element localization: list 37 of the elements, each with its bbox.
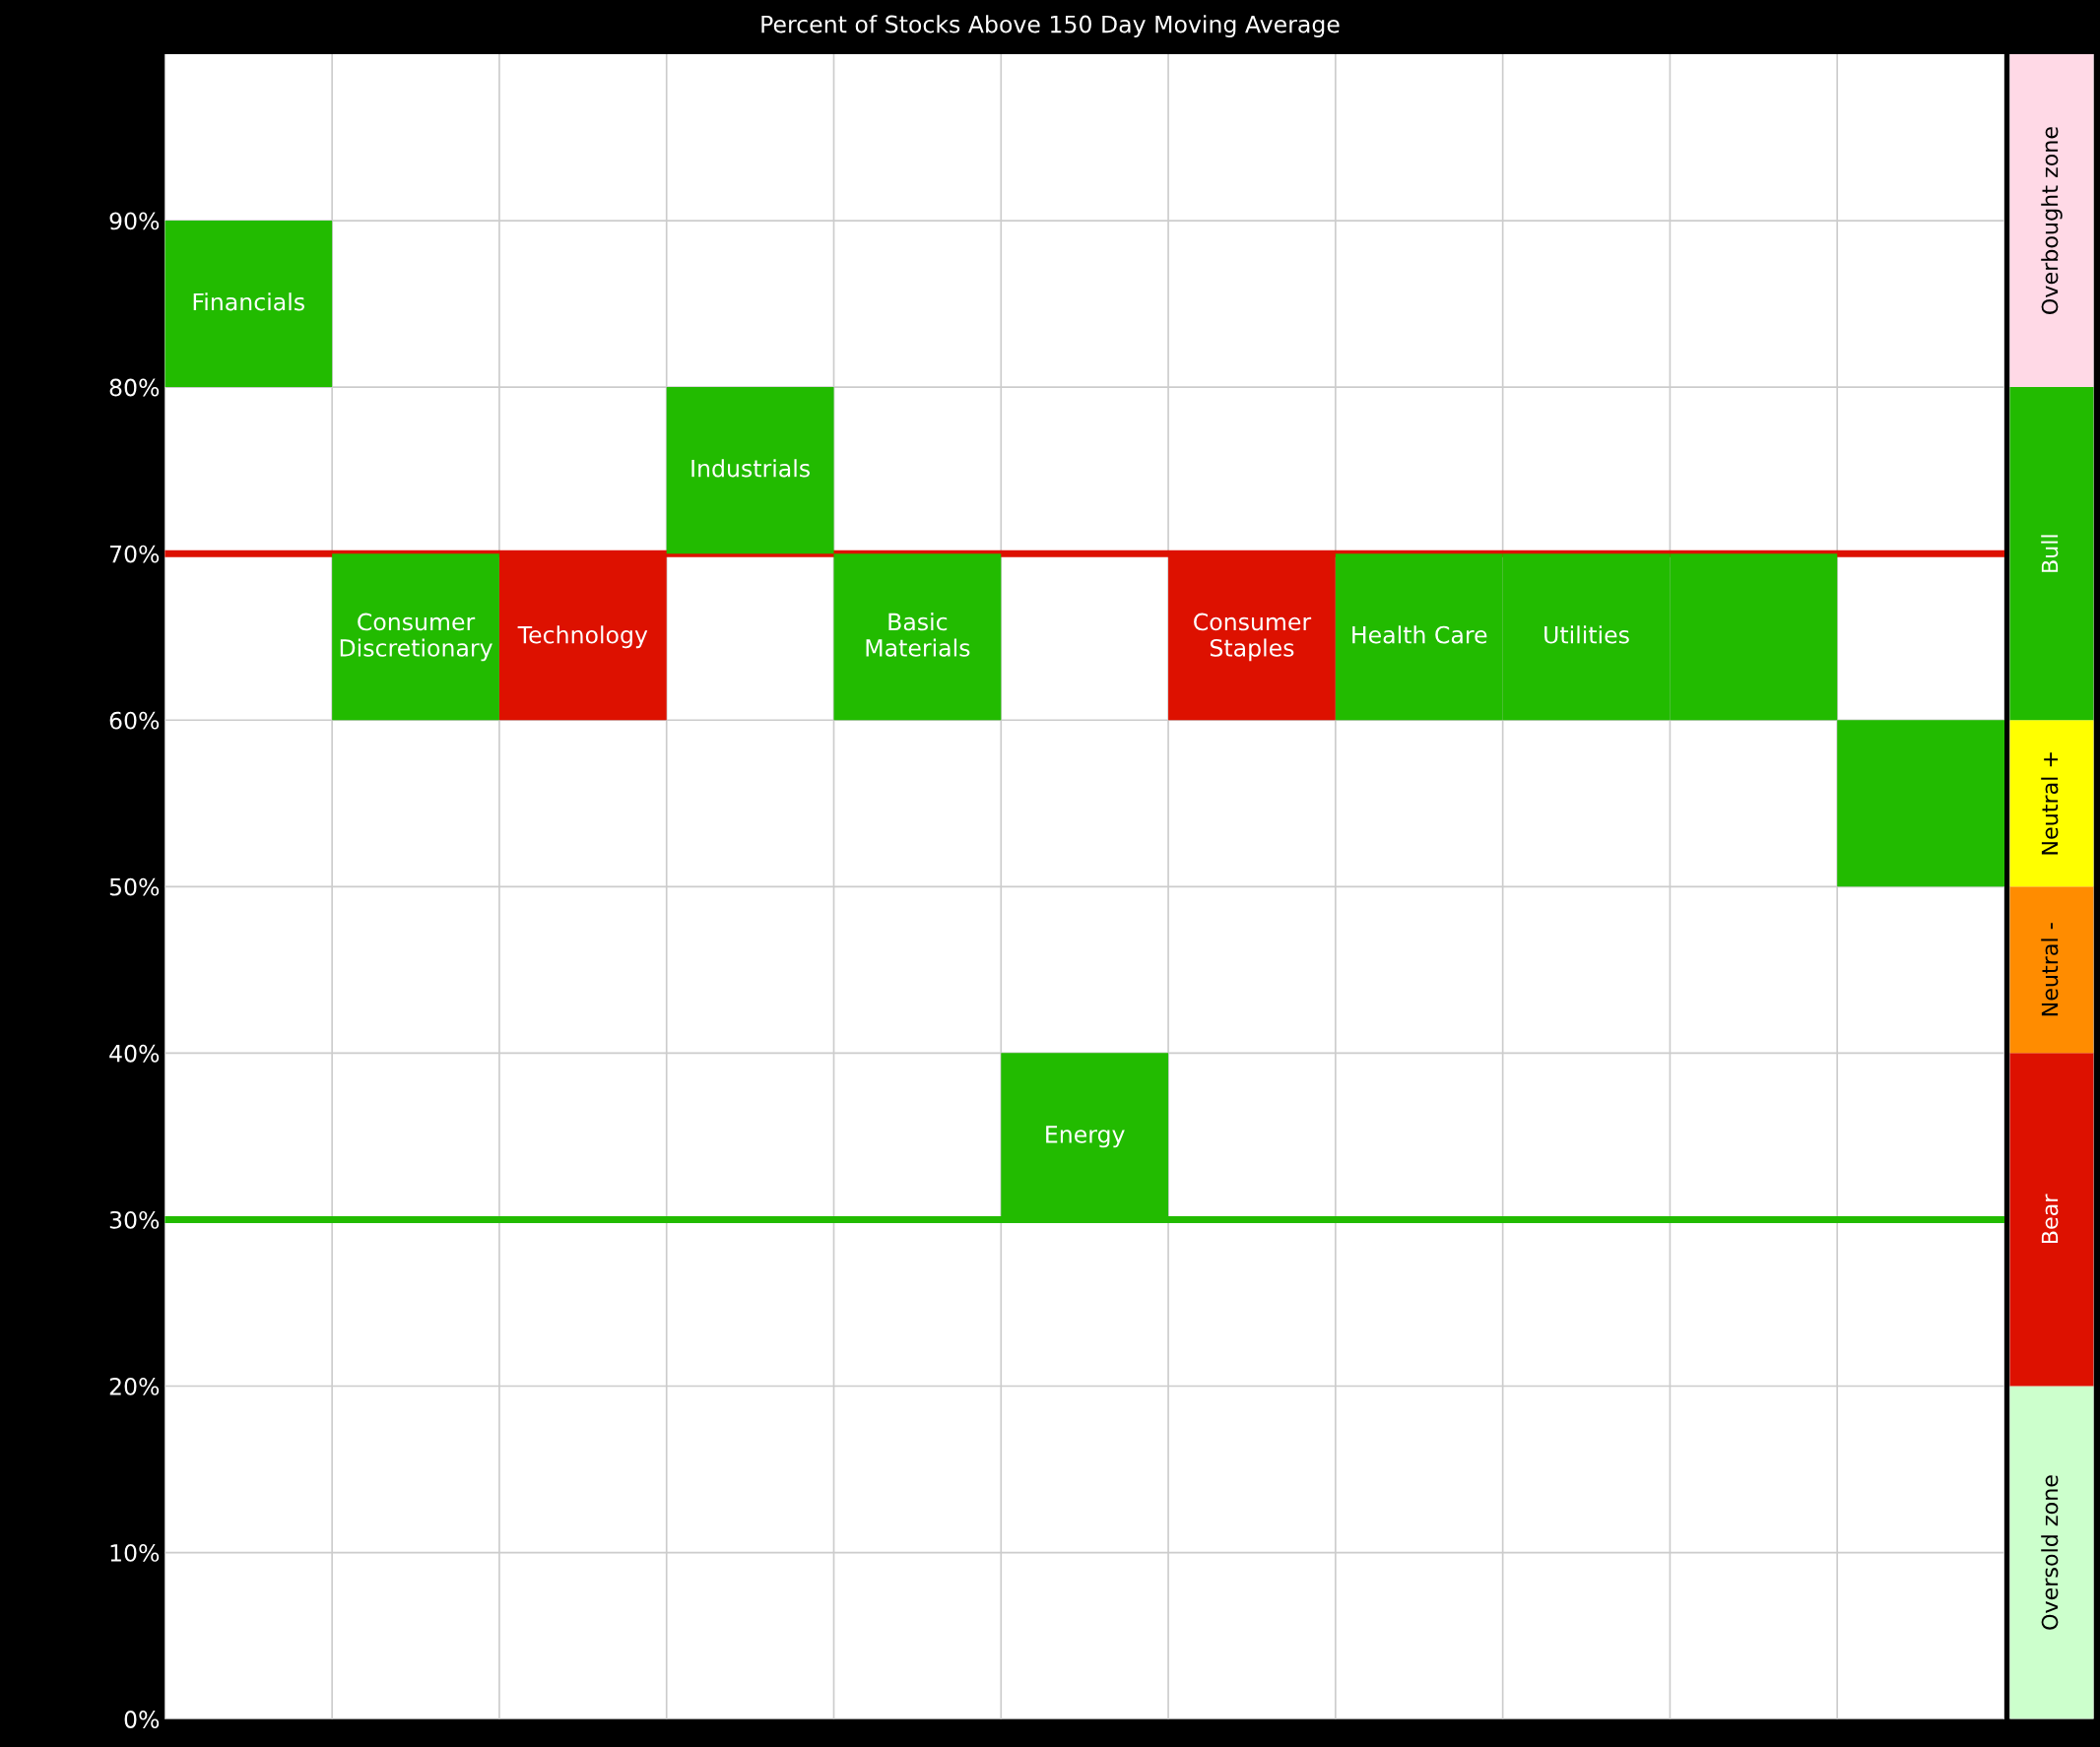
y-tick-label: 10%: [110, 1544, 160, 1562]
series-label: Oversold zone: [2041, 1475, 2059, 1630]
category-label: Technology: [517, 625, 648, 649]
y-tick-label: 80%: [109, 378, 160, 397]
bar: [666, 387, 834, 554]
y-tick-label: 90%: [109, 212, 160, 230]
bar: [2009, 720, 2094, 887]
series-label: Neutral -: [2041, 923, 2059, 1016]
bar: [2009, 53, 2094, 388]
bar: [164, 221, 333, 388]
bar: [2009, 387, 2094, 721]
bar: [2009, 1386, 2094, 1719]
category-label: Utilities: [1544, 625, 1629, 644]
category-label: Industrials: [691, 459, 810, 478]
y-tick-label: 30%: [109, 1210, 160, 1229]
bar: [2009, 886, 2094, 1054]
y-tick-label: 50%: [109, 877, 160, 896]
category-label: Consumer Staples: [1194, 613, 1312, 662]
category-label: Consumer Discretionary: [340, 613, 492, 662]
y-tick-label: 60%: [109, 711, 160, 730]
bar: [332, 553, 499, 721]
category-label: Financials: [193, 292, 304, 311]
y-tick-label: 20%: [109, 1377, 160, 1395]
chart-title: Percent of Stocks Above 150 Day Moving Average: [761, 15, 1340, 38]
series-label: Bear: [2041, 1194, 2059, 1244]
category-label: Energy: [1046, 1126, 1125, 1148]
y-tick-label: 70%: [109, 545, 160, 563]
category-label: Basic Materials: [866, 613, 970, 657]
bar: [833, 553, 1002, 721]
bar: [2009, 1053, 2094, 1387]
series-label: Neutral +: [2041, 752, 2059, 855]
category-label: Health Care: [1352, 625, 1487, 644]
series-label: Bull: [2041, 535, 2059, 572]
bar: [1837, 720, 2004, 887]
y-tick-label: 0%: [124, 1711, 160, 1728]
series-label: Overbought zone: [2041, 127, 2063, 314]
y-tick-label: 40%: [109, 1044, 160, 1063]
